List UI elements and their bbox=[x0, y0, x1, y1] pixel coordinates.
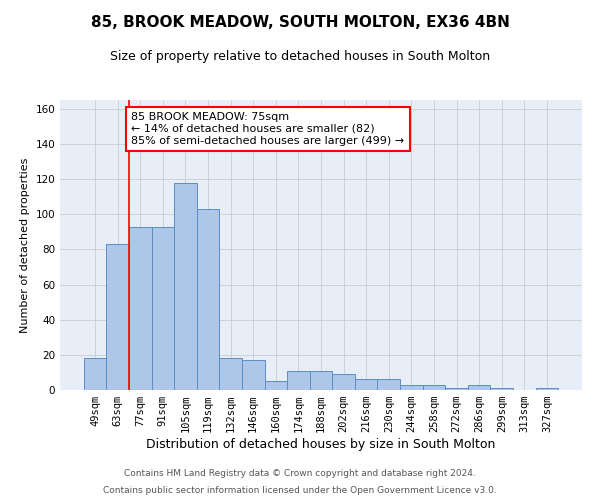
Bar bbox=[106, 244, 129, 390]
Bar bbox=[265, 381, 287, 390]
Bar bbox=[400, 384, 422, 390]
Y-axis label: Number of detached properties: Number of detached properties bbox=[20, 158, 30, 332]
Bar bbox=[536, 388, 558, 390]
Bar bbox=[332, 374, 355, 390]
Bar bbox=[84, 358, 106, 390]
Bar bbox=[174, 182, 197, 390]
Bar bbox=[422, 384, 445, 390]
Text: Contains HM Land Registry data © Crown copyright and database right 2024.: Contains HM Land Registry data © Crown c… bbox=[124, 468, 476, 477]
X-axis label: Distribution of detached houses by size in South Molton: Distribution of detached houses by size … bbox=[146, 438, 496, 451]
Text: Contains public sector information licensed under the Open Government Licence v3: Contains public sector information licen… bbox=[103, 486, 497, 495]
Bar bbox=[377, 380, 400, 390]
Bar bbox=[197, 209, 220, 390]
Bar bbox=[490, 388, 513, 390]
Text: 85, BROOK MEADOW, SOUTH MOLTON, EX36 4BN: 85, BROOK MEADOW, SOUTH MOLTON, EX36 4BN bbox=[91, 15, 509, 30]
Bar bbox=[152, 226, 174, 390]
Bar bbox=[310, 370, 332, 390]
Bar bbox=[242, 360, 265, 390]
Bar bbox=[220, 358, 242, 390]
Text: Size of property relative to detached houses in South Molton: Size of property relative to detached ho… bbox=[110, 50, 490, 63]
Bar bbox=[287, 370, 310, 390]
Bar bbox=[468, 384, 490, 390]
Bar bbox=[355, 380, 377, 390]
Bar bbox=[445, 388, 468, 390]
Bar bbox=[129, 226, 152, 390]
Text: 85 BROOK MEADOW: 75sqm
← 14% of detached houses are smaller (82)
85% of semi-det: 85 BROOK MEADOW: 75sqm ← 14% of detached… bbox=[131, 112, 404, 146]
